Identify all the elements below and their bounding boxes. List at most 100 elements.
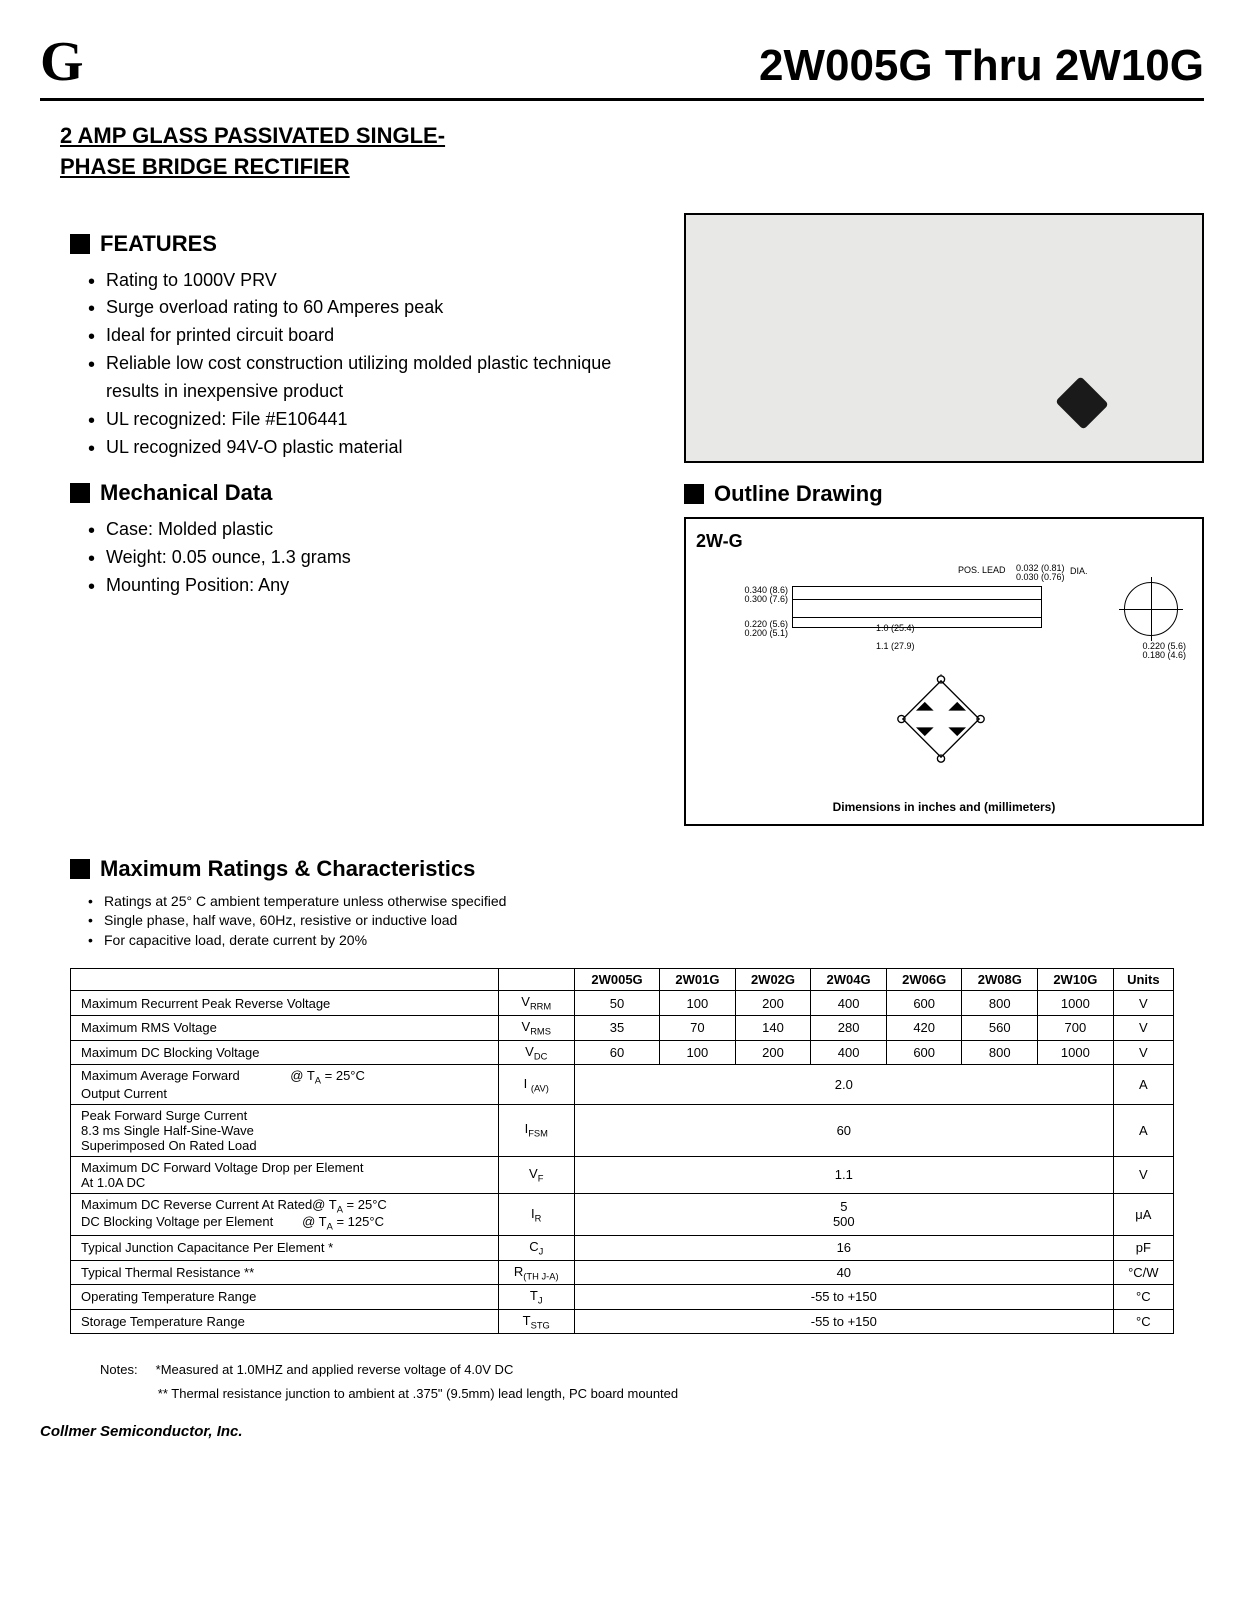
ratings-table: 2W005G 2W01G 2W02G 2W04G 2W06G 2W08G 2W1… (70, 968, 1174, 1334)
max-ratings-heading: Maximum Ratings & Characteristics (70, 856, 1174, 882)
cell-symbol: VF (498, 1156, 574, 1193)
cell-value: 200 (735, 1040, 811, 1065)
product-photo (684, 213, 1204, 463)
footnotes: Notes: *Measured at 1.0MHZ and applied r… (100, 1358, 1174, 1405)
cell-symbol: VRRM (498, 991, 574, 1016)
cell-value: 400 (811, 991, 887, 1016)
cell-symbol: VRMS (498, 1015, 574, 1040)
cell-value-span: -55 to +150 (574, 1309, 1113, 1334)
col-2w06g: 2W06G (886, 969, 962, 991)
pos-lead-label: POS. LEAD (958, 566, 1006, 576)
cell-value-span: 1.1 (574, 1156, 1113, 1193)
cell-value: 1000 (1038, 1040, 1114, 1065)
cell-value: 400 (811, 1040, 887, 1065)
table-row: Storage Temperature RangeTSTG-55 to +150… (71, 1309, 1174, 1334)
cell-parameter: Peak Forward Surge Current8.3 ms Single … (71, 1104, 499, 1156)
cell-value: 560 (962, 1015, 1038, 1040)
cell-value-span: 5500 (574, 1193, 1113, 1235)
col-units: Units (1113, 969, 1173, 991)
ratings-conditions-list: Ratings at 25° C ambient temperature unl… (70, 892, 1174, 951)
cell-unit: A (1113, 1065, 1173, 1105)
table-row: Operating Temperature RangeTJ-55 to +150… (71, 1285, 1174, 1310)
col-2w02g: 2W02G (735, 969, 811, 991)
feature-item: Ideal for printed circuit board (88, 322, 654, 350)
notes-label: Notes: (100, 1362, 138, 1377)
dim-h1: 0.340 (8.6)0.300 (7.6) (728, 586, 788, 606)
cell-value: 700 (1038, 1015, 1114, 1040)
cell-unit: V (1113, 1040, 1173, 1065)
cell-unit: °C/W (1113, 1260, 1173, 1285)
cell-value: 800 (962, 1040, 1038, 1065)
col-symbol (498, 969, 574, 991)
square-bullet-icon (70, 859, 90, 879)
cell-value-span: 16 (574, 1235, 1113, 1260)
square-bullet-icon (684, 484, 704, 504)
cell-value: 50 (574, 991, 659, 1016)
cell-symbol: I (AV) (498, 1065, 574, 1105)
cell-symbol: IR (498, 1193, 574, 1235)
cell-value: 1000 (1038, 991, 1114, 1016)
footnote-1: *Measured at 1.0MHZ and applied reverse … (156, 1362, 514, 1377)
cell-parameter: Maximum Recurrent Peak Reverse Voltage (71, 991, 499, 1016)
table-row: Peak Forward Surge Current8.3 ms Single … (71, 1104, 1174, 1156)
cell-symbol: CJ (498, 1235, 574, 1260)
square-bullet-icon (70, 234, 90, 254)
condition-item: For capacitive load, derate current by 2… (88, 931, 1174, 951)
left-column: FEATURES Rating to 1000V PRV Surge overl… (40, 213, 654, 826)
table-header: 2W005G 2W01G 2W02G 2W04G 2W06G 2W08G 2W1… (71, 969, 1174, 991)
table-row: Maximum RMS VoltageVRMS35701402804205607… (71, 1015, 1174, 1040)
max-ratings-section: Maximum Ratings & Characteristics Rating… (40, 856, 1204, 1406)
svg-text:–: – (938, 760, 944, 764)
dia-suffix: DIA. (1070, 567, 1088, 577)
mechanical-list: Case: Molded plastic Weight: 0.05 ounce,… (70, 516, 654, 600)
cell-value: 800 (962, 991, 1038, 1016)
cell-parameter: Maximum RMS Voltage (71, 1015, 499, 1040)
cell-unit: °C (1113, 1309, 1173, 1334)
dim-dia: 0.032 (0.81)0.030 (0.76) (1016, 564, 1065, 584)
cell-value: 140 (735, 1015, 811, 1040)
cell-unit: V (1113, 1156, 1173, 1193)
cell-value: 70 (660, 1015, 736, 1040)
col-2w04g: 2W04G (811, 969, 887, 991)
cell-parameter: Storage Temperature Range (71, 1309, 499, 1334)
outline-drawing-box: 2W-G 0.340 (8.6)0.300 (7.6) 0.220 (5.6)0… (684, 517, 1204, 826)
feature-item: UL recognized: File #E106441 (88, 406, 654, 434)
mechanical-item: Mounting Position: Any (88, 572, 654, 600)
cell-parameter: Maximum DC Reverse Current At Rated@ TA … (71, 1193, 499, 1235)
page-title: 2W005G Thru 2W10G (759, 41, 1204, 91)
cell-value-span: -55 to +150 (574, 1285, 1113, 1310)
table-row: Maximum Recurrent Peak Reverse VoltageVR… (71, 991, 1174, 1016)
cell-parameter: Typical Thermal Resistance ** (71, 1260, 499, 1285)
table-row: Maximum DC Reverse Current At Rated@ TA … (71, 1193, 1174, 1235)
page-header: G 2W005G Thru 2W10G (40, 30, 1204, 101)
col-2w08g: 2W08G (962, 969, 1038, 991)
max-ratings-heading-text: Maximum Ratings & Characteristics (100, 856, 475, 882)
logo-icon: G (40, 30, 84, 94)
feature-item: Surge overload rating to 60 Amperes peak (88, 294, 654, 322)
company-name: Collmer Semiconductor, Inc. (40, 1423, 1204, 1440)
outline-heading-text: Outline Drawing (714, 481, 883, 507)
cell-symbol: R(TH J-A) (498, 1260, 574, 1285)
mechanical-item: Weight: 0.05 ounce, 1.3 grams (88, 544, 654, 572)
table-row: Typical Thermal Resistance **R(TH J-A)40… (71, 1260, 1174, 1285)
features-heading: FEATURES (70, 231, 654, 257)
package-body-icon (792, 586, 1042, 628)
cell-value: 60 (574, 1040, 659, 1065)
bridge-symbol-icon: + – (896, 674, 986, 764)
cell-parameter: Operating Temperature Range (71, 1285, 499, 1310)
document-subtitle: 2 AMP GLASS PASSIVATED SINGLE- PHASE BRI… (60, 121, 1204, 183)
cell-value: 200 (735, 991, 811, 1016)
component-icon (1055, 376, 1109, 430)
right-column: Outline Drawing 2W-G 0.340 (8.6)0.300 (7… (684, 213, 1204, 826)
cell-value: 100 (660, 991, 736, 1016)
condition-item: Ratings at 25° C ambient temperature unl… (88, 892, 1174, 912)
cell-parameter: Maximum DC Forward Voltage Drop per Elem… (71, 1156, 499, 1193)
col-param (71, 969, 499, 991)
cell-value-span: 2.0 (574, 1065, 1113, 1105)
dim-w1: 1.0 (25.4) (876, 624, 915, 634)
cell-parameter: Maximum Average Forward @ TA = 25°COutpu… (71, 1065, 499, 1105)
mechanical-item: Case: Molded plastic (88, 516, 654, 544)
package-label: 2W-G (696, 531, 1192, 552)
cell-unit: °C (1113, 1285, 1173, 1310)
cell-value: 600 (886, 1040, 962, 1065)
